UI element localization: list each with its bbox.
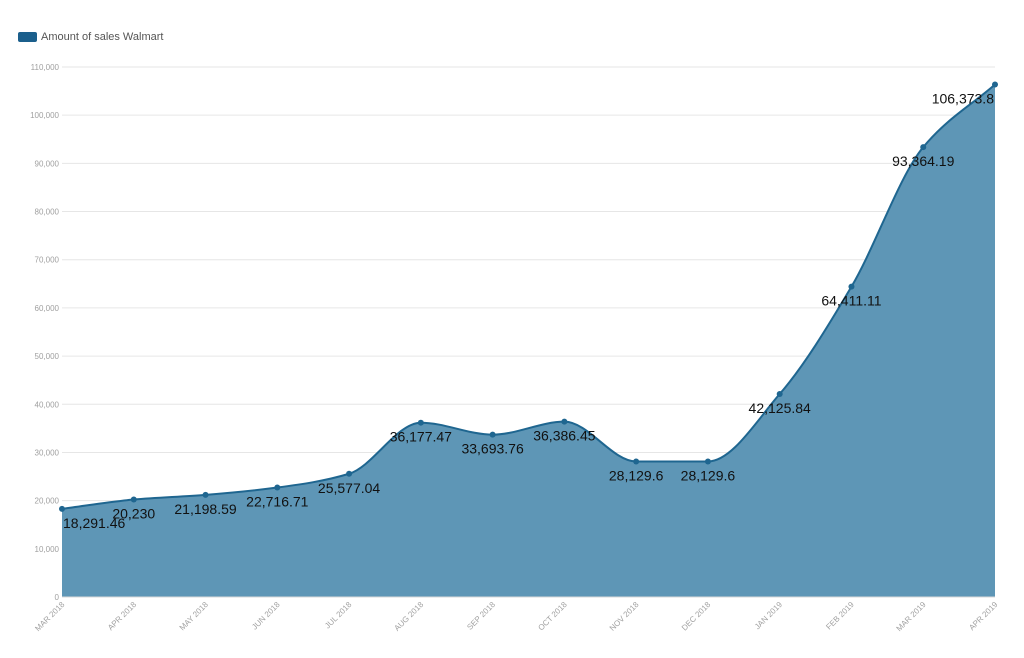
data-point	[274, 484, 281, 491]
x-tick-label: JAN 2019	[753, 600, 785, 632]
data-label: 33,693.76	[461, 441, 523, 457]
x-tick-label: JUL 2018	[323, 600, 354, 631]
data-point	[992, 81, 998, 88]
y-tick-label: 100,000	[30, 111, 59, 120]
data-label: 28,129.6	[609, 467, 664, 483]
x-tick-label: FEB 2019	[824, 600, 856, 632]
data-label: 21,198.59	[174, 501, 236, 517]
data-point	[633, 458, 640, 465]
x-tick-label: MAR 2018	[33, 600, 66, 633]
data-label: 93,364.19	[892, 153, 954, 169]
data-label: 42,125.84	[749, 400, 811, 416]
y-tick-label: 50,000	[35, 352, 60, 361]
data-point	[130, 496, 137, 503]
y-tick-label: 20,000	[35, 497, 60, 506]
data-point	[776, 391, 783, 398]
y-tick-label: 40,000	[35, 400, 60, 409]
data-label: 25,577.04	[318, 480, 380, 496]
y-tick-label: 70,000	[35, 256, 60, 265]
data-label: 18,291.46	[63, 515, 125, 531]
x-tick-label: SEP 2018	[465, 600, 497, 632]
data-point	[561, 418, 568, 425]
x-tick-label: OCT 2018	[536, 600, 569, 633]
x-tick-label: AUG 2018	[392, 600, 425, 633]
y-tick-label: 30,000	[35, 448, 60, 457]
x-tick-label: APR 2019	[967, 600, 1000, 633]
x-axis: MAR 2018 APR 2018 MAY 2018 JUN 2018 JUL 2018…	[33, 596, 1000, 633]
data-label: 64,411.11	[821, 293, 881, 309]
data-point	[59, 505, 65, 512]
x-tick-label: DEC 2018	[680, 600, 713, 633]
data-label: 36,386.45	[533, 428, 595, 444]
y-tick-label: 0	[55, 593, 60, 602]
data-point	[920, 144, 927, 151]
x-tick-label: JUN 2018	[250, 600, 282, 632]
data-label: 36,177.47	[390, 429, 452, 445]
y-axis: 0 10,000 20,000 30,000 40,000 50,000 60,000 70,…	[30, 63, 59, 602]
x-tick-label: MAR 2019	[895, 600, 928, 633]
y-tick-label: 90,000	[35, 159, 60, 168]
x-tick-label: APR 2018	[106, 600, 139, 633]
data-points	[59, 81, 998, 512]
data-label: 22,716.71	[246, 494, 308, 510]
data-label: 20,230	[112, 506, 155, 522]
y-tick-label: 60,000	[35, 304, 60, 313]
data-point	[346, 470, 353, 477]
legend-label: Amount of sales Walmart	[41, 31, 164, 43]
x-tick-label: NOV 2018	[608, 600, 641, 633]
legend: Amount of sales Walmart	[18, 31, 163, 43]
data-point	[704, 458, 711, 465]
data-point	[202, 491, 209, 498]
series-area	[62, 84, 995, 598]
y-tick-label: 110,000	[31, 63, 60, 72]
data-point	[489, 431, 496, 438]
legend-swatch	[18, 32, 37, 42]
y-tick-label: 10,000	[35, 545, 60, 554]
y-tick-label: 80,000	[35, 208, 60, 217]
data-label: 28,129.6	[681, 467, 736, 483]
data-label: 106,373.8	[932, 90, 994, 106]
data-point	[417, 419, 424, 426]
data-point	[848, 283, 855, 290]
x-tick-label: MAY 2018	[178, 600, 211, 633]
